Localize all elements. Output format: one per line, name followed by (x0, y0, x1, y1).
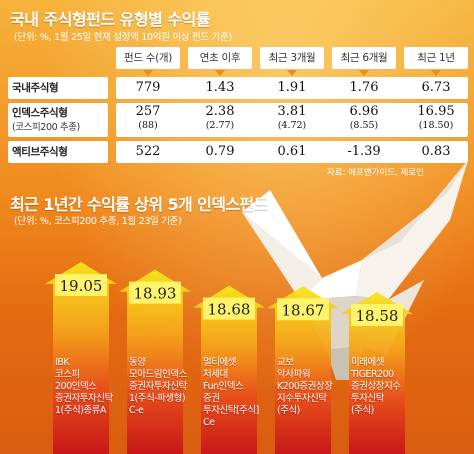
value-label: 18.68 (208, 301, 251, 319)
fund-name-line: 모아드림인덱스 (129, 369, 187, 380)
bar-5 (341, 292, 413, 454)
table-title: 국내 주식형펀드 유형별 수익률 (10, 10, 211, 29)
fund-name-line: 지수투자신탁 (277, 393, 327, 404)
fund-name-4: 교보 악사파워 K200증권상장 지수투자신탁 (주식) (277, 357, 333, 417)
fund-name-3: 멀티에셋 처세대 Fun인덱스 증권 투자신탁[주식] Ce (203, 357, 259, 429)
row-label-domestic-equity: 국내주식형 (8, 77, 108, 99)
fund-name-line: 투자신탁[주식] (203, 405, 259, 416)
bar-3 (193, 285, 265, 454)
value-label-box (351, 304, 403, 326)
fund-name-line: IBK (55, 357, 70, 368)
chart-title: 최근 1년간 수익률 상위 5개 인덱스펀드 (10, 195, 268, 214)
fund-name-line: 1(주식)종류A (55, 405, 106, 416)
column-header-6m: 최근 6개월 (332, 47, 396, 76)
bar-4 (267, 286, 339, 454)
fund-name-5: 미래에셋 TIGER200 증권상장지수 투자신탁 (주식) (351, 357, 401, 417)
cell-value: 6.96 (8.55) (349, 104, 379, 131)
cell-value: 1.76 (349, 80, 379, 95)
row-sublabel: (코스피200 추종) (12, 122, 80, 133)
row-label-index-equity: 인덱스주식형 (코스피200 추종) (8, 103, 108, 137)
row-cells-bg (116, 103, 468, 137)
value-label-box (203, 297, 255, 320)
cell-value: 1.43 (205, 80, 235, 95)
fund-name-line: 교보 (277, 357, 294, 368)
cell-value: 779 (135, 80, 161, 95)
bar-1 (45, 262, 117, 454)
cell-value: 257 (88) (135, 104, 161, 131)
fund-name-line: 증권상장지수 (351, 381, 401, 392)
value-label: 18.67 (282, 301, 325, 319)
value-label-box (55, 274, 107, 296)
fund-name-line: 멀티에셋 (203, 357, 236, 368)
cell-value: -1.39 (347, 144, 381, 159)
row-cells-bg (116, 141, 468, 163)
fund-name-line: 악사파워 (277, 369, 310, 380)
source-note: 자료: 에프앤가이드, 제로인 (327, 168, 424, 178)
fund-name-2: 동양 모아드림인덱스 증권자투자신탁 1(주식-파생형) C-e (129, 357, 187, 417)
fund-name-line: 처세대 (203, 369, 228, 380)
fund-name-line: Ce (203, 417, 215, 428)
fund-name-line: K200증권상장 (277, 381, 333, 392)
fund-name-line: (주식) (277, 405, 300, 416)
fund-name-line: Fun인덱스 (203, 381, 244, 392)
fund-name-line: 증권자투자신탁 (55, 393, 113, 404)
top5-index-fund-chart: 19.05 18.93 18.68 18.67 18.58 (45, 262, 413, 454)
cell-value: 2.38 (2.77) (205, 104, 235, 131)
row-label-active-equity: 액티브주식형 (8, 141, 108, 163)
cell-value: 3.81 (4.72) (277, 104, 307, 131)
cell-value: 6.73 (421, 80, 451, 95)
value-label: 18.58 (356, 307, 399, 325)
fund-name-line: C-e (129, 405, 144, 416)
table-subtitle: (단위: %, 1월 25일 현재 설정액 10억원 이상 펀드 기준) (14, 32, 232, 43)
fund-name-line: 미래에셋 (351, 357, 384, 368)
cell-value: 0.61 (277, 144, 307, 159)
fund-name-1: IBK 코스피 200인덱스 증권자투자신탁 1(주식)종류A (55, 357, 113, 417)
column-header-ytd: 연초 이후 (188, 47, 252, 76)
fund-name-line: 200인덱스 (55, 381, 97, 392)
fund-name-line: 증권 (203, 393, 220, 404)
fund-name-line: TIGER200 (351, 369, 394, 380)
value-label: 19.05 (60, 277, 103, 295)
fund-name-line: 증권자투자신탁 (129, 381, 187, 392)
cell-value: 16.95 (18.50) (417, 104, 455, 131)
cell-value: 522 (135, 144, 161, 159)
column-header-1y: 최근 1년 (404, 47, 468, 76)
column-header-fund-count: 펀드 수(개) (116, 47, 180, 76)
cell-value: 0.83 (421, 144, 451, 159)
fund-name-line: (주식) (351, 405, 374, 416)
chart-subtitle: (단위: %, 코스피200 추종, 1월 23일 기준) (14, 216, 182, 227)
value-label: 18.93 (134, 285, 177, 303)
cell-value: 1.91 (277, 80, 307, 95)
row-cells-bg (116, 77, 468, 99)
bar-2 (119, 269, 191, 454)
cell-value: 0.79 (205, 144, 235, 159)
fund-name-line: 동양 (129, 357, 146, 368)
fund-name-line: 코스피 (55, 369, 80, 380)
fund-name-line: 1(주식-파생형) (129, 393, 186, 404)
value-label-box (129, 281, 181, 304)
fund-name-line: 투자신탁 (351, 393, 384, 404)
value-label-box (277, 298, 329, 321)
column-header-3m: 최근 3개월 (260, 47, 324, 76)
